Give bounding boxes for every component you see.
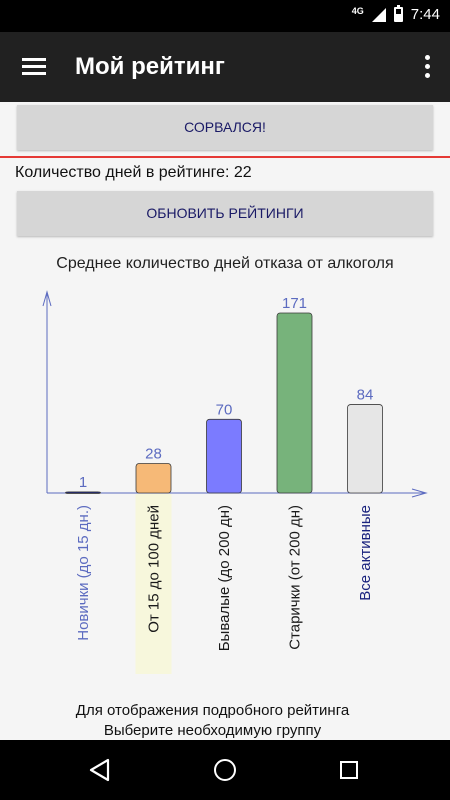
value-label-2: 70 xyxy=(216,401,233,418)
value-label-4: 84 xyxy=(357,387,374,404)
bar-1[interactable] xyxy=(135,463,172,494)
value-label-3: 171 xyxy=(282,295,307,312)
page-title: Мой рейтинг xyxy=(75,53,225,80)
rating-bar-chart: 1 28 70 171 84 Новички (до 15 дн.) От 15 до 1… xyxy=(42,290,428,674)
navigation-bar xyxy=(0,740,450,800)
category-label-2[interactable]: Бывалые (до 200 дн) xyxy=(216,505,233,651)
bar-0[interactable] xyxy=(65,491,101,494)
value-label-0: 1 xyxy=(79,474,87,491)
more-options-icon[interactable] xyxy=(422,54,432,80)
app-bar: Мой рейтинг xyxy=(0,32,450,102)
days-in-rating-text: Количество дней в рейтинге: 22 xyxy=(15,164,252,181)
hint-text: Для отображения подробного рейтинга Выбе… xyxy=(0,701,425,741)
bar-3[interactable] xyxy=(276,312,313,494)
category-label-1[interactable]: От 15 до 100 дней xyxy=(146,505,163,633)
hint-line-2: Выберите необходимую группу xyxy=(103,722,322,739)
bar-2[interactable] xyxy=(206,418,242,494)
recents-icon[interactable] xyxy=(340,761,358,779)
hint-line-1: Для отображения подробного рейтинга xyxy=(75,702,350,719)
back-icon[interactable] xyxy=(88,758,112,782)
signal-icon xyxy=(371,7,386,22)
network-type-label: 4G xyxy=(351,5,364,16)
status-bar: 4G 7:44 xyxy=(0,0,450,32)
y-axis-arrow xyxy=(42,290,52,307)
bar-4[interactable] xyxy=(347,404,383,494)
value-label-1: 28 xyxy=(145,446,162,463)
category-label-4[interactable]: Все активные xyxy=(357,505,374,601)
failed-button[interactable]: СОРВАЛСЯ! xyxy=(17,105,433,150)
chart-title: Среднее количество дней отказа от алкого… xyxy=(56,255,394,272)
battery-icon xyxy=(393,5,403,22)
divider xyxy=(0,156,450,158)
refresh-ratings-button[interactable]: ОБНОВИТЬ РЕЙТИНГИ xyxy=(17,191,433,236)
category-label-3[interactable]: Старички (от 200 дн) xyxy=(287,505,304,650)
menu-icon[interactable] xyxy=(18,54,52,80)
home-icon[interactable] xyxy=(214,759,236,781)
selected-category-highlight xyxy=(135,494,172,674)
x-axis-arrow xyxy=(411,488,428,498)
clock: 7:44 xyxy=(410,6,440,23)
category-label-0[interactable]: Новички (до 15 дн.) xyxy=(75,505,92,641)
